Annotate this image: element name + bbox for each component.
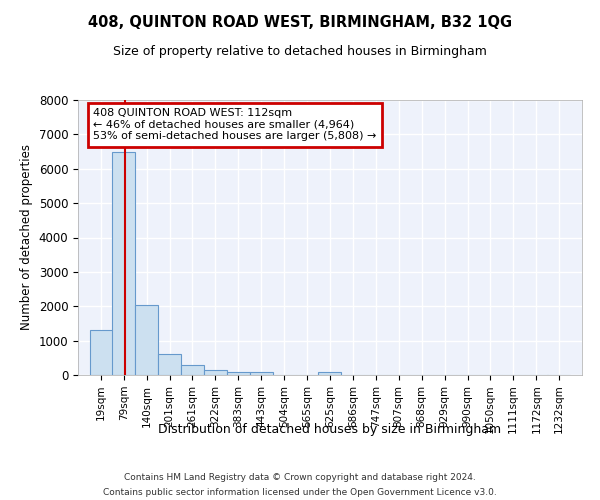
Bar <box>181 364 204 375</box>
Text: 408, QUINTON ROAD WEST, BIRMINGHAM, B32 1QG: 408, QUINTON ROAD WEST, BIRMINGHAM, B32 … <box>88 15 512 30</box>
Text: Distribution of detached houses by size in Birmingham: Distribution of detached houses by size … <box>158 424 502 436</box>
Y-axis label: Number of detached properties: Number of detached properties <box>20 144 33 330</box>
Bar <box>204 370 227 375</box>
Bar <box>112 152 135 375</box>
Bar <box>250 372 272 375</box>
Bar <box>135 304 158 375</box>
Bar <box>89 330 113 375</box>
Text: Contains public sector information licensed under the Open Government Licence v3: Contains public sector information licen… <box>103 488 497 497</box>
Text: Size of property relative to detached houses in Birmingham: Size of property relative to detached ho… <box>113 45 487 58</box>
Bar <box>158 354 181 375</box>
Bar <box>318 372 341 375</box>
Text: Contains HM Land Registry data © Crown copyright and database right 2024.: Contains HM Land Registry data © Crown c… <box>124 473 476 482</box>
Text: 408 QUINTON ROAD WEST: 112sqm
← 46% of detached houses are smaller (4,964)
53% o: 408 QUINTON ROAD WEST: 112sqm ← 46% of d… <box>93 108 376 142</box>
Bar <box>227 372 250 375</box>
